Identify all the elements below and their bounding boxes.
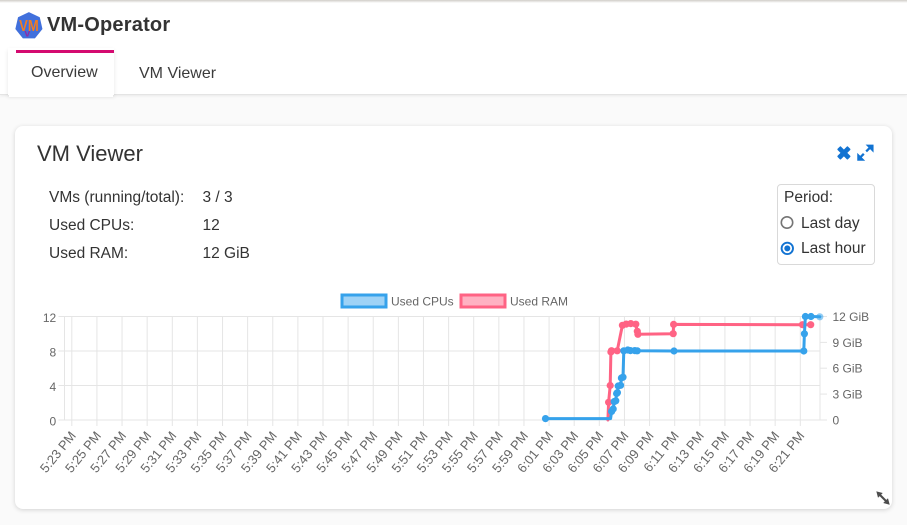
svg-text:v: v <box>24 27 30 39</box>
svg-text:VM: VM <box>19 18 39 35</box>
